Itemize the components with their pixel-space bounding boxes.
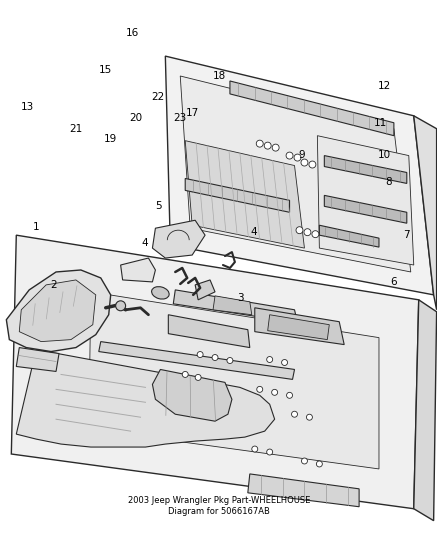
Text: 4: 4 [251, 227, 257, 237]
Circle shape [197, 352, 203, 358]
Text: 22: 22 [152, 92, 165, 102]
Circle shape [182, 372, 188, 377]
Text: 17: 17 [186, 108, 200, 118]
Polygon shape [255, 308, 344, 345]
Circle shape [267, 449, 273, 455]
Polygon shape [268, 315, 329, 340]
Polygon shape [324, 156, 407, 183]
Polygon shape [89, 292, 379, 469]
Text: 19: 19 [103, 134, 117, 144]
Circle shape [257, 386, 263, 392]
Polygon shape [414, 300, 437, 521]
Circle shape [309, 161, 316, 168]
Polygon shape [248, 474, 359, 507]
Polygon shape [152, 369, 232, 421]
Polygon shape [324, 196, 407, 223]
Polygon shape [165, 56, 434, 295]
Circle shape [116, 301, 126, 311]
Polygon shape [173, 290, 297, 322]
Polygon shape [195, 280, 215, 300]
Circle shape [282, 360, 288, 366]
Polygon shape [230, 81, 394, 136]
Circle shape [294, 154, 301, 161]
Circle shape [227, 358, 233, 364]
Circle shape [301, 159, 308, 166]
Text: 15: 15 [99, 66, 113, 75]
Circle shape [256, 140, 263, 147]
Circle shape [312, 231, 319, 238]
Circle shape [286, 152, 293, 159]
Polygon shape [185, 179, 290, 212]
Polygon shape [319, 225, 379, 247]
Polygon shape [414, 116, 437, 310]
Text: 1: 1 [33, 222, 39, 232]
Text: 8: 8 [385, 176, 392, 187]
Polygon shape [213, 296, 252, 315]
Text: 7: 7 [403, 230, 410, 240]
Text: 21: 21 [69, 124, 82, 134]
Circle shape [296, 227, 303, 233]
Circle shape [212, 354, 218, 360]
Text: 6: 6 [390, 277, 396, 287]
Text: 23: 23 [173, 113, 187, 123]
Circle shape [307, 414, 312, 420]
Polygon shape [99, 342, 294, 379]
Polygon shape [168, 315, 250, 348]
Circle shape [272, 144, 279, 151]
Text: 13: 13 [21, 102, 34, 112]
Circle shape [301, 458, 307, 464]
Text: 20: 20 [130, 113, 143, 123]
Text: 11: 11 [374, 118, 387, 128]
Text: 3: 3 [237, 293, 244, 303]
Circle shape [267, 357, 273, 362]
Text: 18: 18 [212, 70, 226, 80]
Polygon shape [16, 350, 275, 447]
Text: 9: 9 [298, 150, 305, 160]
Polygon shape [16, 348, 59, 372]
Polygon shape [180, 76, 411, 272]
Text: 2: 2 [50, 280, 57, 290]
Text: 5: 5 [155, 200, 161, 211]
Circle shape [264, 142, 271, 149]
Text: 10: 10 [378, 150, 391, 160]
Circle shape [195, 375, 201, 381]
Circle shape [286, 392, 293, 398]
Polygon shape [152, 220, 205, 258]
Circle shape [252, 446, 258, 452]
Circle shape [272, 389, 278, 395]
Polygon shape [318, 136, 414, 265]
Polygon shape [11, 235, 419, 508]
Text: 4: 4 [142, 238, 148, 248]
Polygon shape [120, 258, 155, 282]
Polygon shape [19, 280, 96, 342]
Circle shape [292, 411, 297, 417]
Text: 2003 Jeep Wrangler Pkg Part-WHEELHOUSE
Diagram for 5066167AB: 2003 Jeep Wrangler Pkg Part-WHEELHOUSE D… [128, 496, 310, 516]
Polygon shape [185, 141, 304, 248]
Circle shape [304, 229, 311, 236]
Text: 12: 12 [378, 81, 391, 91]
Circle shape [316, 461, 322, 467]
Ellipse shape [152, 287, 169, 299]
Text: 16: 16 [125, 28, 138, 38]
Polygon shape [7, 270, 111, 352]
